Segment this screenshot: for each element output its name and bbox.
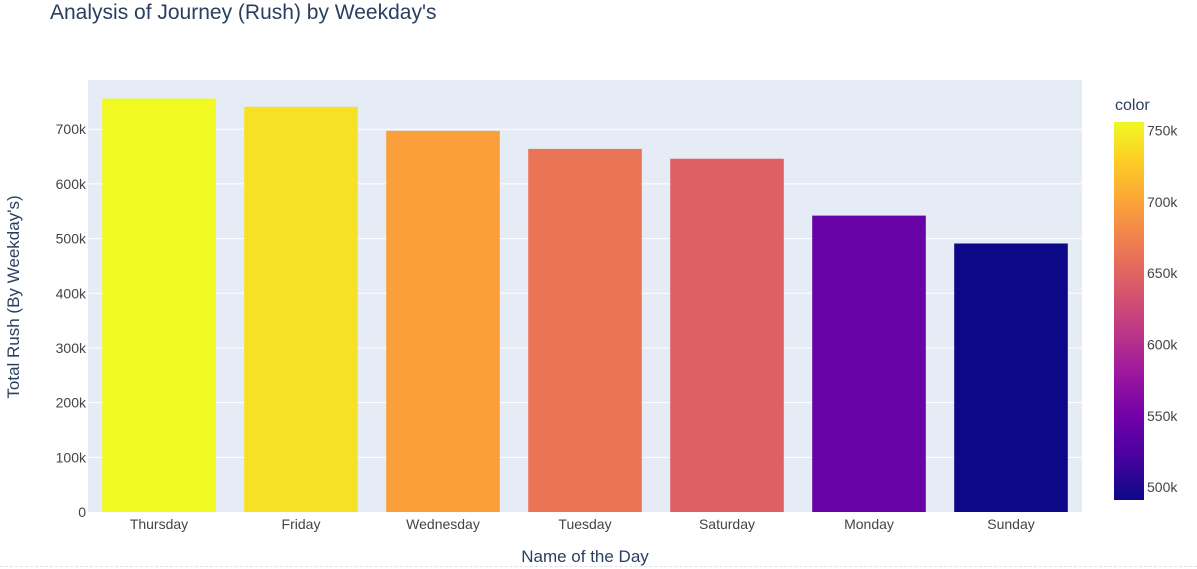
bars <box>102 98 1068 513</box>
x-tick-label: Thursday <box>130 516 188 532</box>
x-tick-label: Sunday <box>987 516 1034 532</box>
x-tick-label: Monday <box>844 516 894 532</box>
colorbar-tick-label: 650k <box>1147 265 1178 281</box>
x-tick-label: Saturday <box>699 516 755 532</box>
y-tick-label: 300k <box>56 340 87 356</box>
bar-monday[interactable] <box>812 215 926 513</box>
colorbar-ticks: 500k 550k 600k 650k 700k 750k <box>1147 123 1178 496</box>
bar-saturday[interactable] <box>670 158 784 512</box>
x-tick-label: Tuesday <box>558 516 611 532</box>
bar-sunday[interactable] <box>954 243 1068 513</box>
y-tick-label: 100k <box>56 449 87 465</box>
bar-friday[interactable] <box>244 106 358 513</box>
colorbar: color 500k 550k 600k 650k 700k 750k <box>1114 97 1178 500</box>
bar-tuesday[interactable] <box>528 148 642 513</box>
colorbar-tick-label: 700k <box>1147 194 1178 210</box>
colorbar-tick-label: 500k <box>1147 479 1178 495</box>
bar-wednesday[interactable] <box>386 130 500 512</box>
colorbar-gradient <box>1114 122 1144 500</box>
x-axis-ticks: Thursday Friday Wednesday Tuesday Saturday Mo… <box>130 516 1035 532</box>
colorbar-tick-label: 750k <box>1147 123 1178 139</box>
colorbar-title: color <box>1115 97 1150 114</box>
x-axis-label: Name of the Day <box>521 547 649 566</box>
chart-title: Analysis of Journey (Rush) by Weekday's <box>50 1 436 24</box>
y-axis-ticks: 0 100k 200k 300k 400k 500k 600k 700k <box>56 121 87 520</box>
y-axis-label: Total Rush (By Weekday's) <box>4 195 23 398</box>
y-tick-label: 700k <box>56 121 87 137</box>
x-tick-label: Friday <box>282 516 321 532</box>
y-tick-label: 400k <box>56 285 87 301</box>
colorbar-tick-label: 600k <box>1147 337 1178 353</box>
x-tick-label: Wednesday <box>406 516 480 532</box>
y-tick-label: 200k <box>56 395 87 411</box>
y-tick-label: 0 <box>78 504 86 520</box>
y-tick-label: 500k <box>56 231 87 247</box>
y-tick-label: 600k <box>56 176 87 192</box>
bottom-divider <box>0 566 1197 567</box>
bar-thursday[interactable] <box>102 98 216 512</box>
colorbar-tick-label: 550k <box>1147 408 1178 424</box>
